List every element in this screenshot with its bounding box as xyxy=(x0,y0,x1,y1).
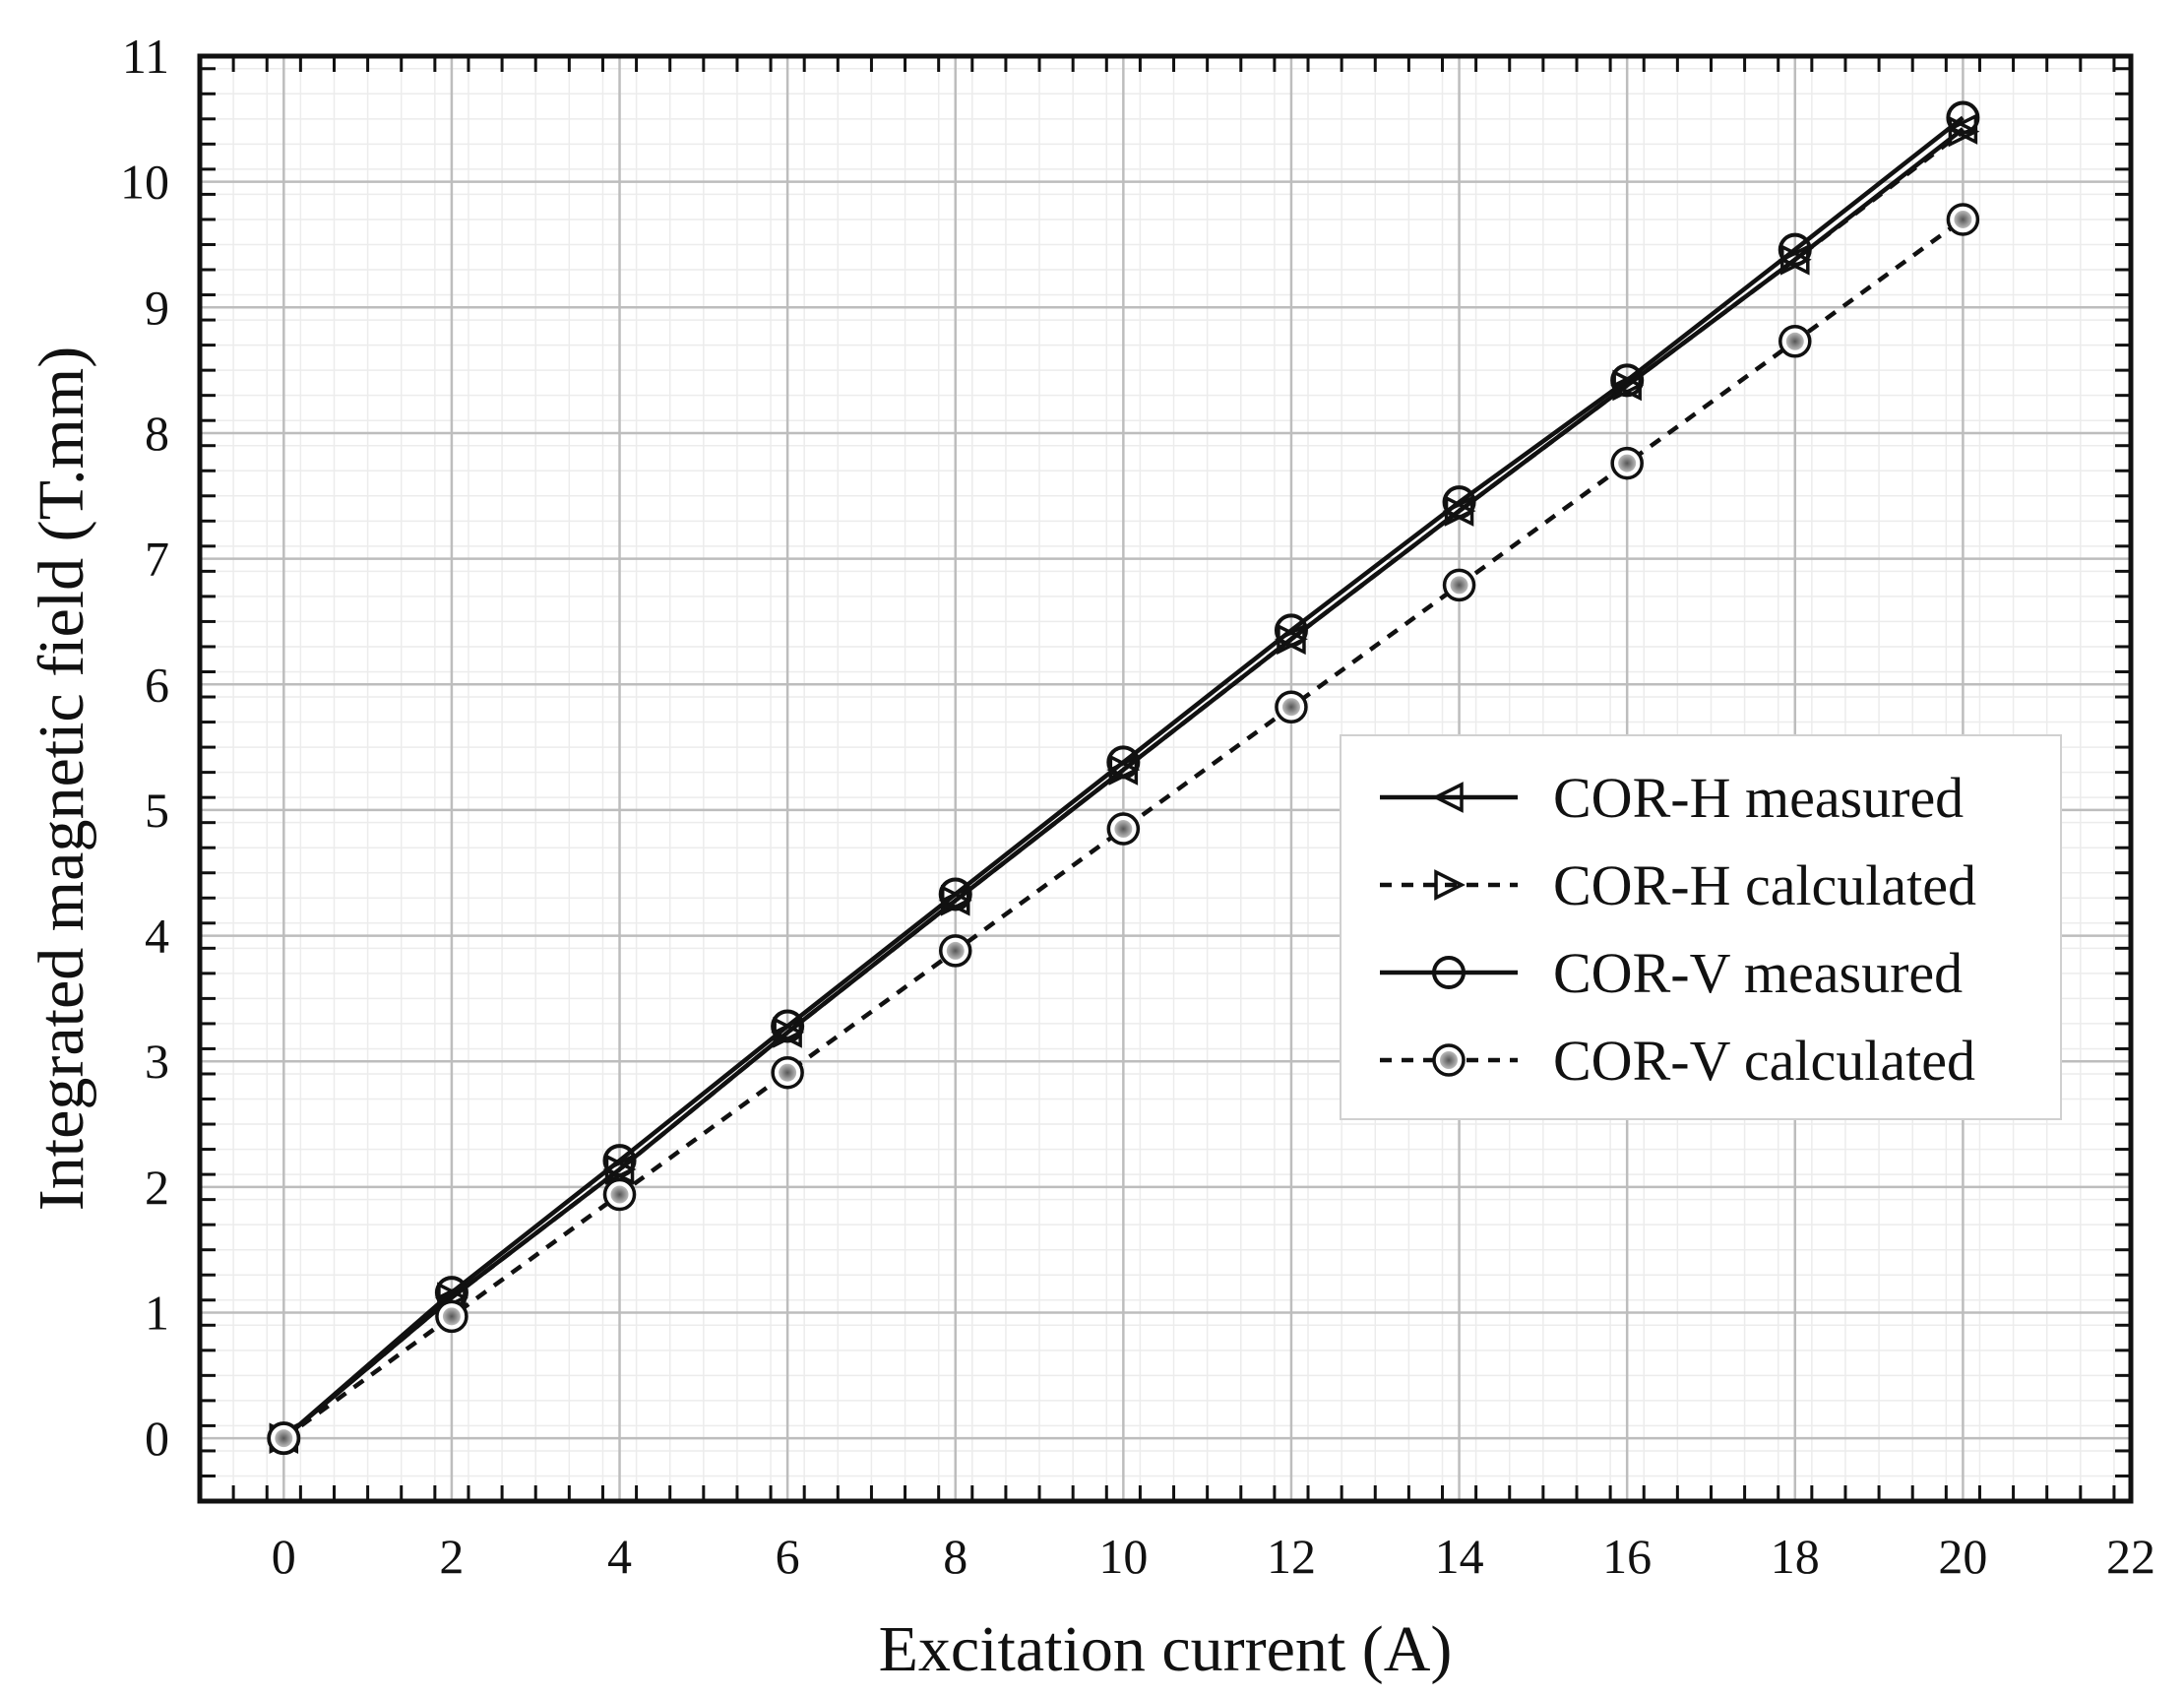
series-line xyxy=(281,129,1965,1440)
series-cor-v-calculated xyxy=(267,203,1980,1455)
series-cor-v-measured xyxy=(267,100,1980,1456)
marker-dot xyxy=(1114,820,1133,839)
series-layer xyxy=(267,100,1980,1456)
data-point xyxy=(1442,568,1476,602)
x-axis-title: Excitation current (A) xyxy=(879,1613,1453,1685)
x-tick-labels: 0 2 4 6 8 10 12 14 16 18 20 22 xyxy=(272,1529,2155,1584)
axis-ticks xyxy=(198,56,2131,1503)
series-line xyxy=(281,115,1965,1440)
data-point xyxy=(602,1144,637,1178)
y-tick-label: 10 xyxy=(120,155,169,210)
x-tick-label: 0 xyxy=(272,1529,296,1584)
y-tick-label: 1 xyxy=(145,1286,169,1341)
data-point xyxy=(1610,363,1645,398)
y-tick-label: 8 xyxy=(145,406,169,461)
marker-dot xyxy=(1450,576,1468,595)
legend-label: COR-V measured xyxy=(1553,941,1963,1005)
x-tick-label: 2 xyxy=(439,1529,464,1584)
y-tick-label: 11 xyxy=(122,29,169,84)
x-tick-label: 20 xyxy=(1938,1529,1987,1584)
marker-dot xyxy=(1281,698,1300,717)
marker-dot xyxy=(610,1185,629,1204)
data-point xyxy=(1274,613,1308,648)
y-tick-label: 4 xyxy=(145,909,169,964)
y-tick-label: 3 xyxy=(145,1034,169,1089)
x-tick-label: 12 xyxy=(1267,1529,1316,1584)
data-point xyxy=(771,1055,804,1090)
data-point xyxy=(1946,113,1978,145)
marker-dot xyxy=(1954,210,1972,228)
data-point xyxy=(1106,745,1141,780)
legend-label: COR-H measured xyxy=(1553,766,1964,830)
data-point xyxy=(1610,446,1644,480)
x-tick-label: 8 xyxy=(943,1529,967,1584)
legend-marker xyxy=(1432,1043,1466,1077)
legend-entry: COR-H measured xyxy=(1380,766,1964,830)
marker-dot xyxy=(779,1063,797,1082)
legend-marker xyxy=(1432,782,1464,813)
plot-frame xyxy=(197,53,2134,1504)
y-tick-labels: 0 1 2 3 4 5 6 7 8 9 10 11 xyxy=(120,29,169,1466)
data-point xyxy=(1778,232,1812,267)
data-point xyxy=(1948,115,1980,148)
legend-entry: COR-H calculated xyxy=(1380,853,1976,917)
data-point xyxy=(1442,485,1476,520)
y-tick-label: 0 xyxy=(145,1411,169,1466)
y-axis-title: Integrated magnetic field (T.mm) xyxy=(26,346,97,1211)
legend-label: COR-H calculated xyxy=(1553,853,1976,917)
data-point xyxy=(602,1177,637,1212)
data-point xyxy=(1106,812,1141,846)
legend-entry: COR-V measured xyxy=(1380,941,1963,1005)
data-point xyxy=(938,877,972,911)
legend: COR-H measured COR-H calculated COR-V meas… xyxy=(1340,734,2062,1120)
minor-grid xyxy=(199,56,2131,1502)
marker-dot xyxy=(1440,1051,1458,1069)
data-point xyxy=(267,1421,301,1455)
marker-dot xyxy=(1618,454,1637,472)
legend-entry: COR-V calculated xyxy=(1380,1029,1975,1093)
legend-marker xyxy=(1434,869,1466,901)
y-tick-label: 2 xyxy=(145,1160,169,1215)
y-tick-label: 6 xyxy=(145,657,169,712)
y-tick-label: 9 xyxy=(145,280,169,335)
x-tick-label: 10 xyxy=(1098,1529,1148,1584)
legend-marker xyxy=(1432,956,1466,989)
marker-dot xyxy=(275,1429,293,1448)
x-tick-label: 16 xyxy=(1602,1529,1652,1584)
data-point xyxy=(1946,203,1980,236)
data-point xyxy=(1778,325,1812,358)
legend-label: COR-V calculated xyxy=(1553,1029,1975,1093)
x-tick-label: 6 xyxy=(776,1529,800,1584)
y-tick-label: 7 xyxy=(145,532,169,587)
marker-dot xyxy=(946,941,965,960)
data-point xyxy=(1946,100,1980,135)
x-tick-label: 22 xyxy=(2106,1529,2155,1584)
x-tick-label: 14 xyxy=(1435,1529,1484,1584)
data-point xyxy=(1275,690,1308,723)
marker-dot xyxy=(442,1307,461,1326)
data-point xyxy=(435,1299,468,1334)
marker-dot xyxy=(1785,332,1804,350)
data-point xyxy=(938,934,972,968)
data-point xyxy=(771,1009,805,1043)
x-tick-label: 18 xyxy=(1771,1529,1820,1584)
x-tick-label: 4 xyxy=(607,1529,632,1584)
y-tick-label: 5 xyxy=(145,783,169,838)
